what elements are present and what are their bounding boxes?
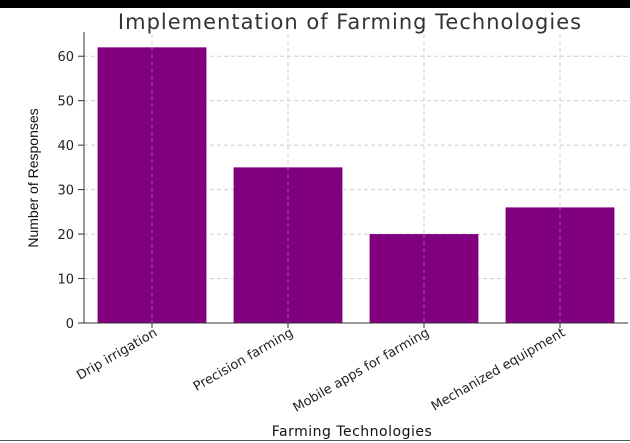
top-border [0, 0, 630, 8]
bottom-border [0, 440, 630, 441]
y-tick-label: 30 [57, 184, 74, 199]
x-axis-label: Farming Technologies [272, 424, 433, 440]
y-tick-label: 40 [57, 139, 74, 154]
y-tick-label: 0 [66, 317, 74, 332]
chart-title: Implementation of Farming Technologies [118, 10, 582, 34]
y-tick-label: 50 [57, 95, 74, 110]
y-tick-label: 20 [57, 228, 74, 243]
x-tick-label: Drip irrigation [74, 325, 160, 383]
y-axis-label: Number of Responses [25, 108, 41, 247]
y-tick-label: 60 [57, 50, 74, 65]
x-tick-label: Mechanized equipment [429, 325, 568, 414]
y-tick-label: 10 [57, 273, 74, 288]
bars-layer [97, 47, 615, 323]
x-tick-label: Precision farming [191, 325, 296, 394]
x-tick-label: Mobile apps for farming [291, 325, 432, 415]
